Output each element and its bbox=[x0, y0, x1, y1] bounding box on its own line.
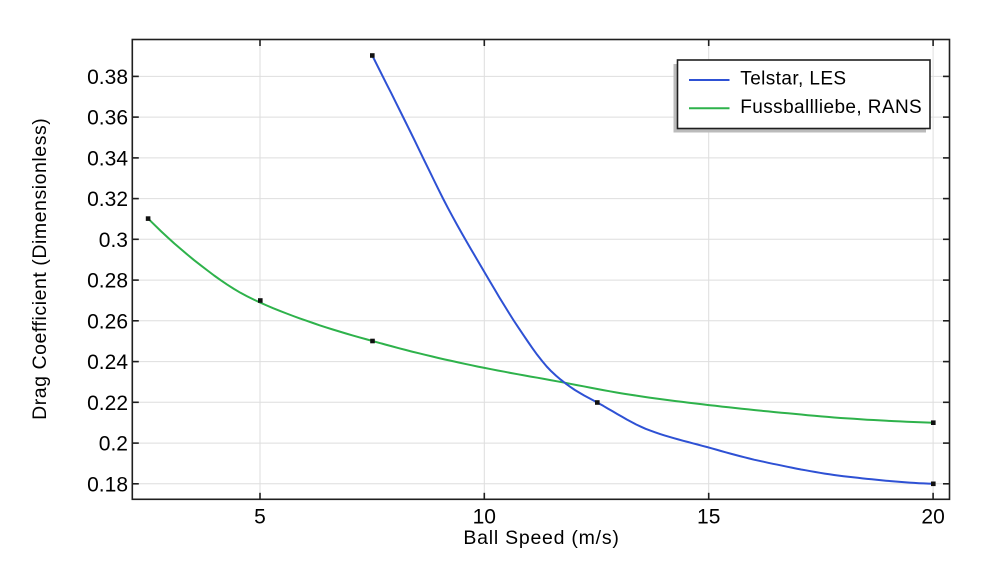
svg-text:0.32: 0.32 bbox=[87, 188, 128, 211]
svg-text:Drag Coefficient (Dimensionles: Drag Coefficient (Dimensionless) bbox=[29, 118, 51, 420]
svg-text:0.2: 0.2 bbox=[99, 433, 128, 456]
svg-text:Fussballliebe, RANS: Fussballliebe, RANS bbox=[740, 97, 922, 118]
svg-text:Telstar, LES: Telstar, LES bbox=[740, 68, 846, 89]
svg-text:15: 15 bbox=[697, 506, 720, 529]
svg-text:0.24: 0.24 bbox=[87, 351, 128, 374]
svg-text:0.34: 0.34 bbox=[87, 148, 128, 171]
svg-text:0.28: 0.28 bbox=[87, 270, 128, 293]
svg-text:Ball Speed (m/s): Ball Speed (m/s) bbox=[463, 527, 619, 549]
svg-text:20: 20 bbox=[921, 506, 944, 529]
svg-text:0.3: 0.3 bbox=[99, 229, 128, 252]
svg-text:0.38: 0.38 bbox=[87, 66, 128, 89]
svg-text:10: 10 bbox=[473, 506, 496, 529]
svg-text:0.18: 0.18 bbox=[87, 473, 128, 496]
svg-text:5: 5 bbox=[254, 506, 266, 529]
svg-text:0.36: 0.36 bbox=[87, 107, 128, 130]
svg-text:0.22: 0.22 bbox=[87, 392, 128, 415]
svg-text:0.26: 0.26 bbox=[87, 310, 128, 333]
